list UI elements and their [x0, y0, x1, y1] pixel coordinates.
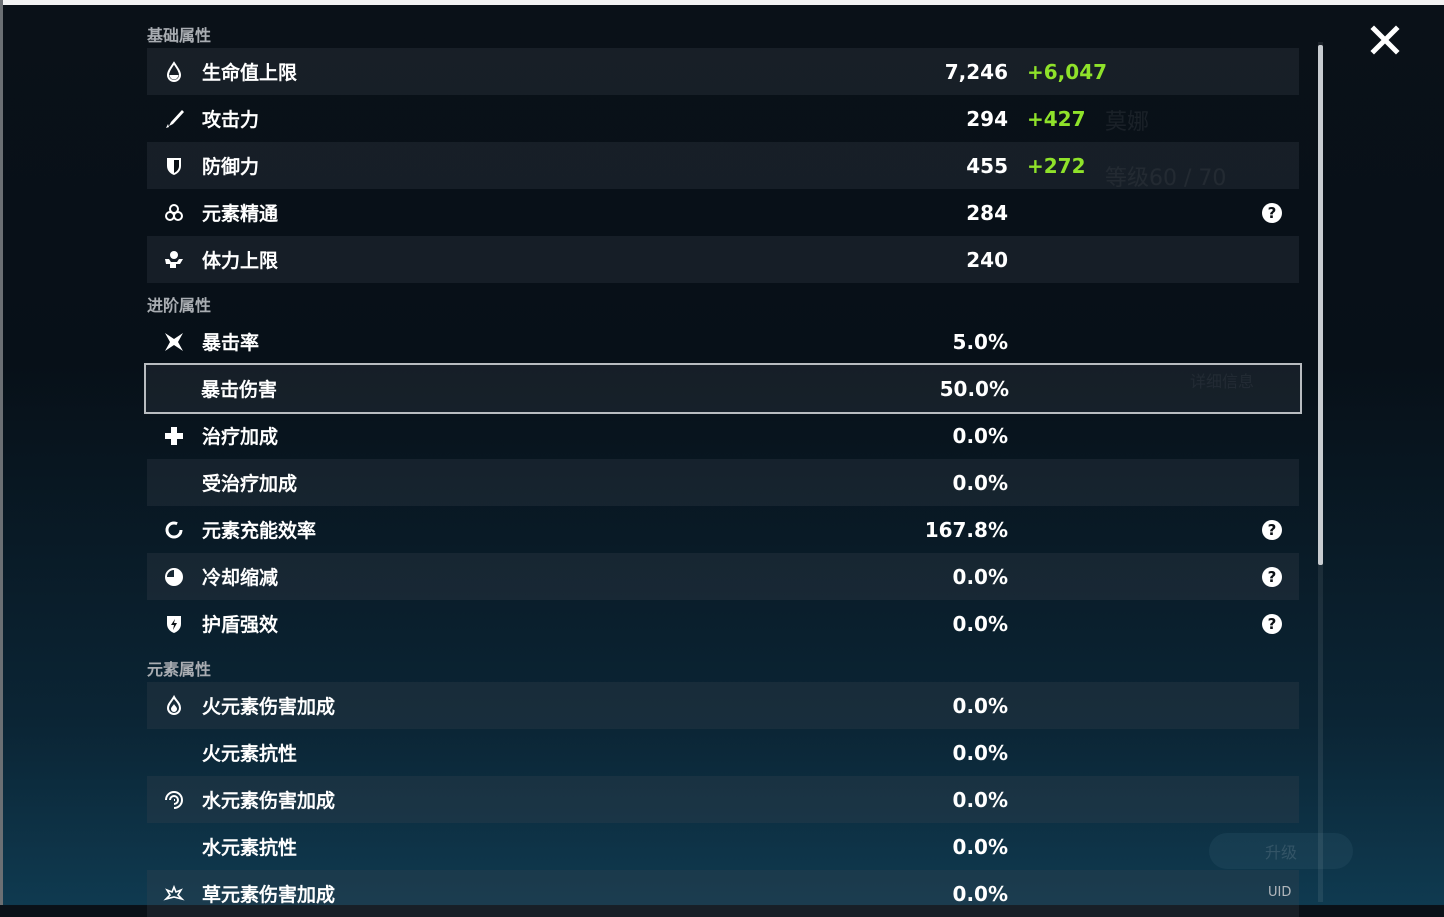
section-title: 进阶属性	[147, 296, 212, 315]
help-icon[interactable]: ?	[1262, 613, 1282, 634]
stat-value: 0.0%	[952, 423, 1008, 448]
section-title: 元素属性	[147, 660, 212, 679]
stat-label: 火元素伤害加成	[202, 696, 336, 718]
stat-label: 护盾强效	[202, 614, 279, 636]
stat-value: 167.8%	[924, 517, 1008, 542]
details-button: 详细信息	[1190, 372, 1255, 391]
close-button[interactable]	[1369, 24, 1401, 56]
stat-row[interactable]: 暴击伤害 50.0%	[144, 363, 1302, 414]
section-title: 基础属性	[147, 26, 212, 45]
close-icon	[1370, 25, 1400, 55]
stat-bonus: +427	[1027, 106, 1086, 131]
help-icon[interactable]: ?	[1262, 566, 1282, 587]
stat-value: 455	[966, 153, 1008, 178]
background-level: 等级60 / 70	[1105, 166, 1227, 191]
shield-icon	[161, 153, 187, 179]
stat-label: 攻击力	[202, 109, 260, 131]
stat-row[interactable]: 水元素抗性 0.0%	[147, 823, 1299, 870]
stat-label: 体力上限	[202, 250, 279, 272]
stat-value: 240	[966, 247, 1008, 272]
stat-row[interactable]: 受治疗加成 0.0%	[147, 459, 1299, 506]
uid-label: UID	[1268, 885, 1292, 900]
stat-row[interactable]: 火元素伤害加成 0.0%	[147, 682, 1299, 729]
shield-strength-icon	[161, 611, 187, 637]
stat-value: 0.0%	[952, 740, 1008, 765]
stat-value: 294	[966, 106, 1008, 131]
stat-label: 暴击伤害	[201, 379, 278, 401]
window-left-border	[0, 0, 3, 905]
stat-label: 暴击率	[202, 332, 260, 354]
stat-row[interactable]: 元素精通 284?	[147, 189, 1299, 236]
stat-row[interactable]: 冷却缩减 0.0%?	[147, 553, 1299, 600]
stat-value: 0.0%	[952, 470, 1008, 495]
stat-label: 水元素抗性	[202, 837, 298, 859]
scrollbar-thumb[interactable]	[1318, 45, 1323, 565]
stat-value: 50.0%	[939, 376, 1009, 401]
stat-label: 水元素伤害加成	[202, 790, 336, 812]
stat-label: 元素充能效率	[202, 520, 317, 542]
upgrade-button: 升级	[1209, 833, 1353, 869]
stat-row[interactable]: 火元素抗性 0.0%	[147, 729, 1299, 776]
hp-drop-icon	[161, 59, 187, 85]
sword-icon	[161, 106, 187, 132]
stat-value: 0.0%	[952, 564, 1008, 589]
stat-bonus: +272	[1027, 153, 1086, 178]
stat-value: 0.0%	[952, 834, 1008, 859]
stat-label: 草元素伤害加成	[202, 884, 336, 906]
background-character-name: 莫娜	[1105, 110, 1150, 135]
cooldown-icon	[161, 564, 187, 590]
stat-row[interactable]: 生命值上限 7,246 +6,047	[147, 48, 1299, 95]
stat-label: 火元素抗性	[202, 743, 298, 765]
energy-recharge-icon	[161, 517, 187, 543]
stat-value: 0.0%	[952, 787, 1008, 812]
stamina-icon	[161, 247, 187, 273]
stat-label: 冷却缩减	[202, 567, 279, 589]
stat-value: 0.0%	[952, 881, 1008, 906]
stat-label: 生命值上限	[202, 62, 298, 84]
stat-label: 治疗加成	[202, 426, 279, 448]
elemental-mastery-icon	[161, 200, 187, 226]
stat-value: 5.0%	[952, 329, 1008, 354]
pyro-icon	[161, 693, 187, 719]
stat-row[interactable]: 草元素伤害加成 0.0%	[147, 870, 1299, 917]
stat-row[interactable]: 暴击率 5.0%	[147, 318, 1299, 365]
stat-row[interactable]: 体力上限 240	[147, 236, 1299, 283]
stat-label: 防御力	[202, 156, 260, 178]
window-top-border	[0, 0, 1444, 5]
stat-row[interactable]: 治疗加成 0.0%	[147, 412, 1299, 459]
stat-label: 受治疗加成	[202, 473, 298, 495]
stat-label: 元素精通	[202, 203, 279, 225]
stat-bonus: +6,047	[1027, 59, 1108, 84]
stat-value: 284	[966, 200, 1008, 225]
help-icon[interactable]: ?	[1262, 519, 1282, 540]
healing-cross-icon	[161, 423, 187, 449]
stat-value: 7,246	[944, 59, 1008, 84]
stat-row[interactable]: 护盾强效 0.0%?	[147, 600, 1299, 647]
crit-rate-icon	[161, 329, 187, 355]
stat-value: 0.0%	[952, 693, 1008, 718]
stat-row[interactable]: 元素充能效率 167.8%?	[147, 506, 1299, 553]
hydro-icon	[161, 787, 187, 813]
stat-row[interactable]: 防御力 455 +272	[147, 142, 1299, 189]
stat-value: 0.0%	[952, 611, 1008, 636]
help-icon[interactable]: ?	[1262, 202, 1282, 223]
stat-row[interactable]: 攻击力 294 +427	[147, 95, 1299, 142]
scrollbar[interactable]	[1318, 42, 1323, 902]
dendro-icon	[161, 881, 187, 907]
stat-row[interactable]: 水元素伤害加成 0.0%	[147, 776, 1299, 823]
